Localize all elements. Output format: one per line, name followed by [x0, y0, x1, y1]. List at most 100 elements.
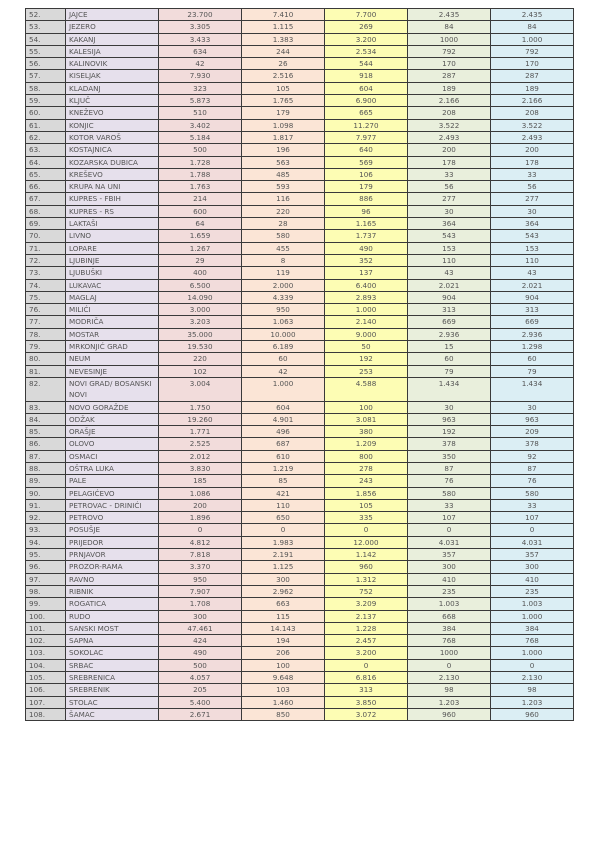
municipality-name: RIBNIK [65, 584, 159, 599]
value-col-3: 640 [324, 143, 408, 157]
table-row: 74. LUKAVAC 6.500 2.000 6.400 2.021 2.021 [25, 278, 574, 292]
value-col-1: 3.203 [158, 315, 242, 329]
value-col-3: 7.700 [324, 7, 408, 22]
value-col-1: 220 [158, 352, 242, 366]
value-col-4: 364 [407, 217, 491, 231]
value-col-3: 106 [324, 167, 408, 182]
value-col-3: 1.142 [324, 548, 408, 562]
value-col-4: 235 [407, 584, 491, 599]
value-col-3: 800 [324, 449, 408, 463]
row-number: 79. [25, 340, 66, 354]
value-col-1: 4.057 [158, 671, 242, 685]
row-number: 107. [25, 695, 66, 709]
table-row: 81. NEVESINJE 102 42 253 79 79 [25, 364, 574, 378]
value-col-1: 1.763 [158, 180, 242, 194]
value-col-5: 904 [490, 290, 574, 305]
row-number: 100. [25, 609, 66, 623]
value-col-1: 600 [158, 204, 242, 219]
value-col-3: 3.850 [324, 695, 408, 709]
value-col-1: 19.260 [158, 412, 242, 427]
row-number: 98. [25, 584, 66, 599]
municipality-name: LUKAVAC [65, 278, 159, 292]
municipality-name: SRBAC [65, 658, 159, 673]
municipality-name: JEZERO [65, 20, 159, 34]
row-number: 63. [25, 143, 66, 157]
table-row: 68. KUPRES - RS 600 220 96 30 30 [25, 204, 574, 219]
value-col-3: 490 [324, 241, 408, 255]
value-col-5: 1.000 [490, 646, 574, 660]
row-number: 99. [25, 597, 66, 611]
value-col-5: 768 [490, 634, 574, 648]
row-number: 76. [25, 303, 66, 317]
row-number: 84. [25, 412, 66, 427]
value-col-4: 668 [407, 609, 491, 623]
row-number: 106. [25, 683, 66, 697]
value-col-5: 56 [490, 180, 574, 194]
value-col-1: 950 [158, 572, 242, 586]
table-row: 67. KUPRES - FBIH 214 116 886 277 277 [25, 192, 574, 206]
value-col-4: 178 [407, 155, 491, 169]
table-row: 65. KREŠEVO 1.788 485 106 33 33 [25, 167, 574, 182]
municipality-name: SREBRENICA [65, 671, 159, 685]
value-col-5: 200 [490, 143, 574, 157]
row-number: 75. [25, 290, 66, 305]
row-number: 93. [25, 523, 66, 537]
row-number: 77. [25, 315, 66, 329]
value-col-1: 490 [158, 646, 242, 660]
value-col-2: 1.115 [241, 20, 325, 34]
value-col-4: 1.003 [407, 597, 491, 611]
value-col-2: 60 [241, 352, 325, 366]
municipality-name: KAKANJ [65, 32, 159, 46]
value-col-5: 792 [490, 44, 574, 59]
municipality-name: PETROVAC - DRINIĆI [65, 498, 159, 513]
municipality-name: KOSTAJNICA [65, 143, 159, 157]
table-row: 98. RIBNIK 7.907 2.962 752 235 235 [25, 584, 574, 599]
value-col-4: 384 [407, 621, 491, 636]
value-col-1: 3.370 [158, 560, 242, 574]
value-col-3: 50 [324, 340, 408, 354]
table-row: 103. SOKOLAC 490 206 3.200 1000 1.000 [25, 646, 574, 660]
value-col-3: 3.081 [324, 412, 408, 427]
municipality-name: PRIJEDOR [65, 535, 159, 550]
value-col-2: 14.143 [241, 621, 325, 636]
value-col-4: 0 [407, 658, 491, 673]
table-row: 79. MRKONJIĆ GRAD 19.530 6.189 50 15 1.298 [25, 340, 574, 354]
value-col-3: 604 [324, 81, 408, 96]
value-col-2: 42 [241, 364, 325, 378]
row-number: 104. [25, 658, 66, 673]
value-col-1: 4.812 [158, 535, 242, 550]
value-col-4: 30 [407, 204, 491, 219]
value-col-4: 350 [407, 449, 491, 463]
municipality-name: MILIĆI [65, 303, 159, 317]
municipality-name: POSUŠJE [65, 523, 159, 537]
municipality-name: OLOVO [65, 437, 159, 451]
table-row: 76. MILIĆI 3.000 950 1.000 313 313 [25, 303, 574, 317]
value-col-3: 137 [324, 266, 408, 280]
value-col-2: 1.383 [241, 32, 325, 46]
value-col-3: 569 [324, 155, 408, 169]
table-row: 60. KNEŽEVO 510 179 665 208 208 [25, 106, 574, 120]
municipality-name: KALESIJA [65, 44, 159, 59]
row-number: 60. [25, 106, 66, 120]
value-col-3: 1.209 [324, 437, 408, 451]
table-row: 80. NEUM 220 60 192 60 60 [25, 352, 574, 366]
value-col-2: 300 [241, 572, 325, 586]
table-row: 86. OLOVO 2.525 687 1.209 378 378 [25, 437, 574, 451]
value-col-5: 76 [490, 474, 574, 488]
value-col-5: 384 [490, 621, 574, 636]
row-number: 55. [25, 44, 66, 59]
value-col-1: 42 [158, 57, 242, 71]
value-col-2: 105 [241, 81, 325, 96]
value-col-2: 194 [241, 634, 325, 648]
value-col-4: 76 [407, 474, 491, 488]
value-col-4: 580 [407, 486, 491, 500]
value-col-2: 116 [241, 192, 325, 206]
value-col-1: 2.525 [158, 437, 242, 451]
value-col-5: 1.203 [490, 695, 574, 709]
value-col-1: 400 [158, 266, 242, 280]
value-col-5: 2.130 [490, 671, 574, 685]
value-col-5: 178 [490, 155, 574, 169]
value-col-4: 87 [407, 461, 491, 476]
table-row: 92. PETROVO 1.896 650 335 107 107 [25, 511, 574, 525]
value-col-3: 12.000 [324, 535, 408, 550]
